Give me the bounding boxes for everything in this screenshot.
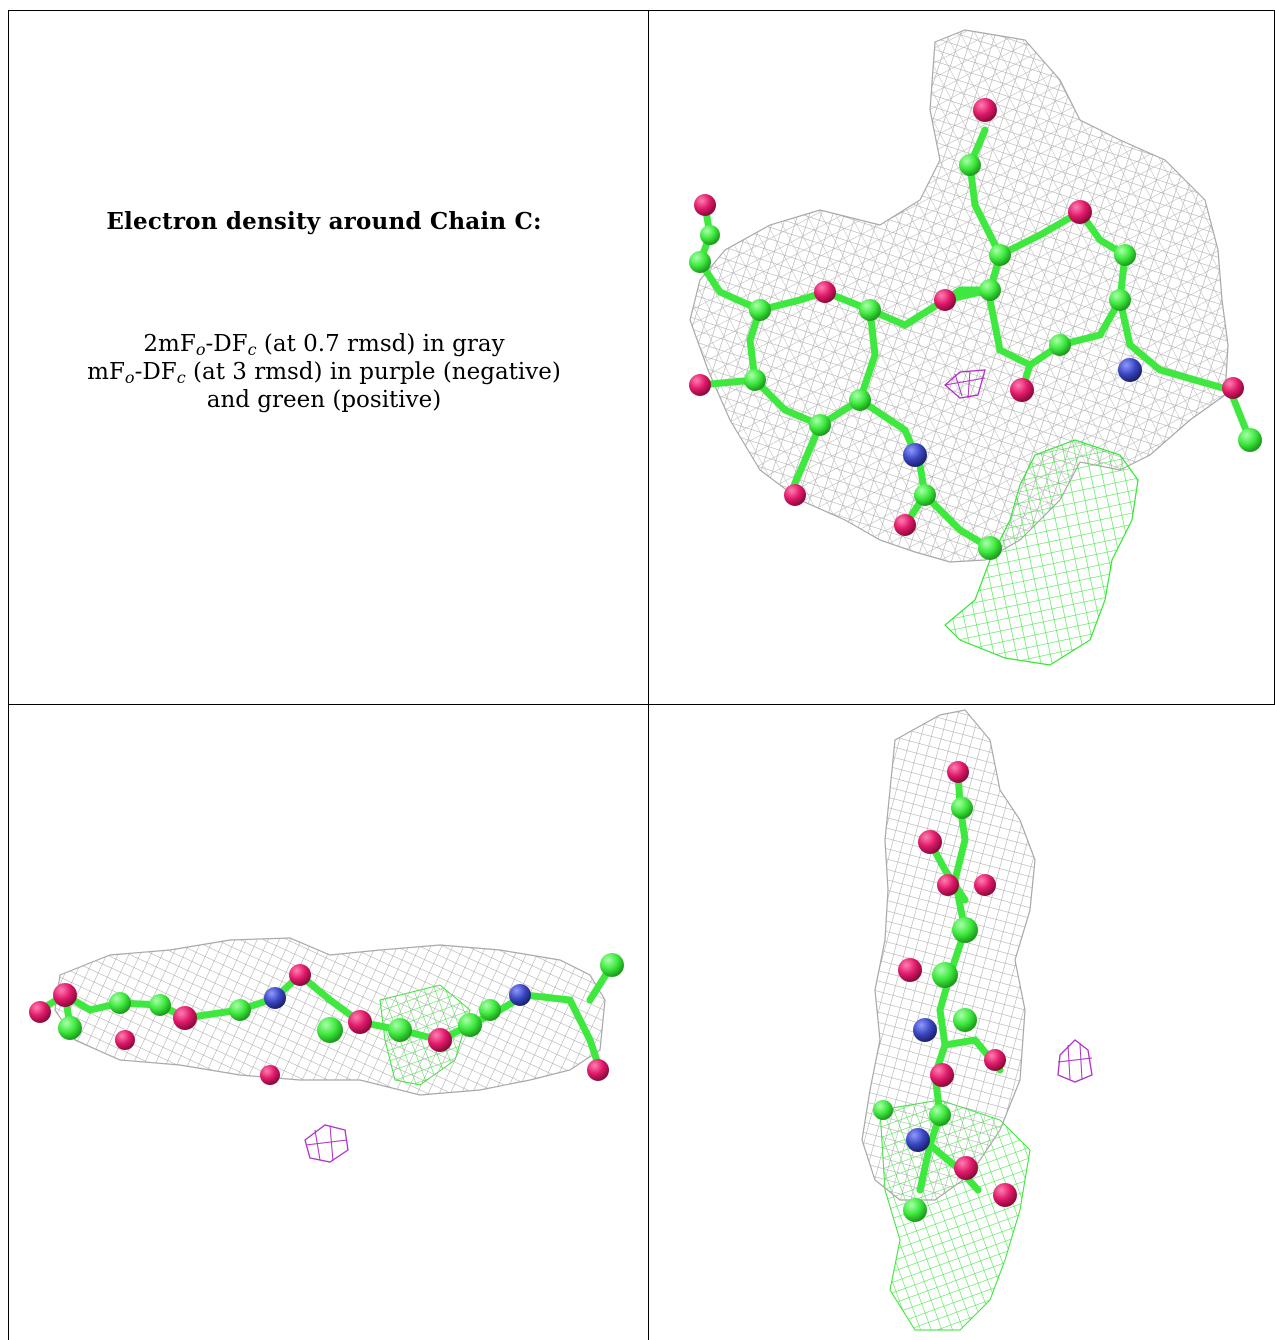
caption-title: Electron density around Chain C:: [106, 208, 542, 235]
carbon-atom: [317, 1017, 343, 1043]
carbon-atom: [932, 962, 958, 988]
top-right-view-svg: [689, 29, 1262, 666]
carbon-atom: [689, 251, 711, 273]
oxygen-atom: [894, 514, 916, 536]
bottom-left-view-svg: [29, 937, 624, 1163]
oxygen-atom: [348, 1010, 372, 1034]
carbon-atom: [959, 154, 981, 176]
table-top-border: [8, 10, 1275, 11]
carbon-atom: [1109, 289, 1131, 311]
oxygen-atom: [954, 1156, 978, 1180]
nitrogen-atom: [1118, 358, 1142, 382]
oxygen-atom: [918, 830, 942, 854]
carbon-atom: [1238, 428, 1262, 452]
carbon-atom: [979, 279, 1001, 301]
caption-legend: 2mFo-DFc (at 0.7 rmsd) in gray mFo-DFc (…: [8, 330, 640, 414]
purple-negative-mesh: [944, 369, 986, 399]
oxygen-atom: [29, 1001, 51, 1023]
oxygen-atom: [973, 98, 997, 122]
oxygen-atom: [930, 1063, 954, 1087]
carbon-atom: [953, 1008, 977, 1032]
oxygen-atom: [1222, 377, 1244, 399]
gray-2fofc-mesh: [54, 937, 606, 1096]
carbon-atom: [744, 369, 766, 391]
oxygen-atom: [784, 484, 806, 506]
carbon-atom: [229, 999, 251, 1021]
carbon-atom: [109, 992, 131, 1014]
table-row-divider: [8, 704, 1275, 705]
oxygen-atom: [689, 374, 711, 396]
carbon-atom: [978, 536, 1002, 560]
oxygen-atom: [694, 194, 716, 216]
oxygen-atom: [1010, 378, 1034, 402]
carbon-atom: [952, 917, 978, 943]
table-left-border: [8, 10, 9, 1340]
carbon-atom: [388, 1018, 412, 1042]
carbon-atom: [809, 414, 831, 436]
oxygen-atom: [428, 1028, 452, 1052]
carbon-atom: [929, 1104, 951, 1126]
carbon-atom: [914, 484, 936, 506]
oxygen-atom: [898, 958, 922, 982]
legend-2fofc-line: 2mFo-DFc (at 0.7 rmsd) in gray: [143, 331, 505, 359]
oxygen-atom: [993, 1183, 1017, 1207]
oxygen-atom: [947, 761, 969, 783]
oxygen-atom: [115, 1030, 135, 1050]
carbon-atom: [859, 299, 881, 321]
nitrogen-atom: [913, 1018, 937, 1042]
carbon-atom: [849, 389, 871, 411]
carbon-atom: [749, 299, 771, 321]
oxygen-atom: [974, 874, 996, 896]
carbon-atom: [873, 1100, 893, 1120]
carbon-atom: [989, 244, 1011, 266]
carbon-atom: [458, 1013, 482, 1037]
oxygen-atom: [937, 874, 959, 896]
table-middle-divider: [648, 10, 649, 1340]
panel-top-right-face-view: [649, 11, 1274, 704]
carbon-atom: [1114, 244, 1136, 266]
carbon-atom: [903, 1198, 927, 1222]
carbon-atom: [479, 999, 501, 1021]
oxygen-atom: [289, 964, 311, 986]
carbon-atom: [951, 797, 973, 819]
purple-negative-mesh: [1057, 1039, 1093, 1083]
bottom-right-view-svg: [861, 709, 1093, 1331]
legend-fofc-line: mFo-DFc (at 3 rmsd) in purple (negative): [87, 359, 561, 387]
carbon-atom: [600, 953, 624, 977]
nitrogen-atom: [903, 443, 927, 467]
oxygen-atom: [934, 289, 956, 311]
oxygen-atom: [814, 281, 836, 303]
carbon-atom: [1049, 334, 1071, 356]
oxygen-atom: [260, 1065, 280, 1085]
oxygen-atom: [1068, 200, 1092, 224]
oxygen-atom: [984, 1049, 1006, 1071]
legend-color-line: and green (positive): [206, 387, 442, 413]
oxygen-atom: [587, 1059, 609, 1081]
caption-cell: Electron density around Chain C: 2mFo-DF…: [8, 10, 640, 690]
panel-bottom-right-edge-view: [649, 705, 1274, 1340]
gray-2fofc-mesh: [861, 709, 1036, 1201]
carbon-atom: [700, 225, 720, 245]
nitrogen-atom: [509, 984, 531, 1006]
nitrogen-atom: [906, 1128, 930, 1152]
purple-negative-mesh: [304, 1124, 349, 1163]
panel-bottom-left-edge-view: [9, 705, 648, 1340]
oxygen-atom: [53, 983, 77, 1007]
ligand-atoms: [873, 761, 1017, 1222]
oxygen-atom: [173, 1006, 197, 1030]
ligand-atoms: [29, 953, 624, 1085]
nitrogen-atom: [264, 987, 286, 1009]
carbon-atom: [58, 1016, 82, 1040]
ligand-atoms: [689, 98, 1262, 560]
carbon-atom: [149, 994, 171, 1016]
